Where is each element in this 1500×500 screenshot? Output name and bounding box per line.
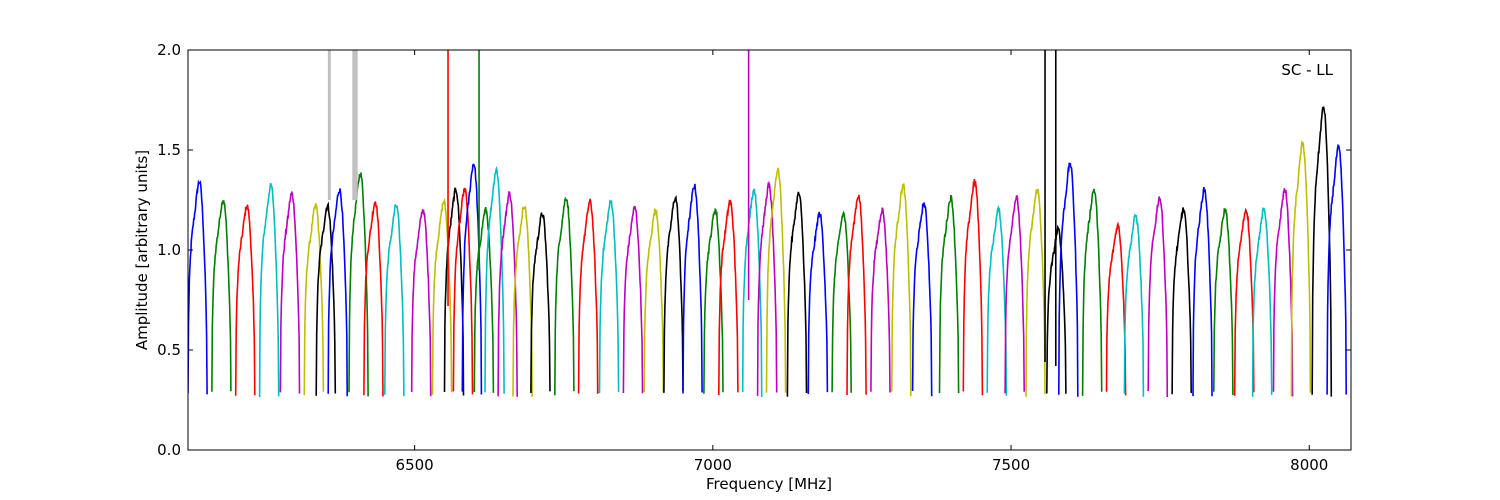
channel-series-40 xyxy=(938,194,960,394)
channel-series-16 xyxy=(473,206,495,393)
channel-series-6 xyxy=(315,201,337,396)
x-tick-label: 8000 xyxy=(1290,456,1328,474)
channel-series-2 xyxy=(234,204,256,396)
channel-series-35 xyxy=(831,210,852,393)
channel-series-42 xyxy=(986,204,1008,396)
channel-series-37 xyxy=(870,207,891,393)
channel-series-8 xyxy=(348,172,369,397)
channel-series-43 xyxy=(1004,195,1025,394)
y-tick-label: 0.5 xyxy=(157,341,181,359)
channel-series-36 xyxy=(846,194,867,396)
channel-series-55 xyxy=(1251,206,1273,397)
channel-series-56 xyxy=(1272,188,1294,397)
channel-series-18 xyxy=(497,190,518,397)
channel-series-24 xyxy=(622,205,644,394)
channel-series-51 xyxy=(1171,207,1192,395)
channel-series-59 xyxy=(1326,144,1347,395)
series-layer xyxy=(188,105,1347,398)
y-tick-label: 0.0 xyxy=(157,441,181,459)
channel-series-21 xyxy=(554,196,575,396)
channel-series-41 xyxy=(962,178,984,396)
channel-series-19 xyxy=(512,206,533,397)
x-tick-label: 7000 xyxy=(694,456,732,474)
channel-series-23 xyxy=(598,199,620,394)
channel-series-11 xyxy=(410,209,432,397)
channel-series-47 xyxy=(1081,188,1103,396)
channel-series-33 xyxy=(786,191,808,397)
channel-series-14 xyxy=(452,187,474,395)
channel-series-31 xyxy=(756,180,778,396)
channel-series-3 xyxy=(258,182,280,398)
channel-series-57 xyxy=(1290,139,1312,397)
y-tick-label: 1.5 xyxy=(157,141,181,159)
channel-series-38 xyxy=(891,182,912,397)
corner-annotation: SC - LL xyxy=(1281,61,1333,79)
channel-series-34 xyxy=(807,211,829,395)
channel-series-30 xyxy=(741,188,763,397)
y-tick-label: 2.0 xyxy=(157,41,181,59)
channel-series-10 xyxy=(384,204,405,397)
channel-series-49 xyxy=(1123,213,1145,397)
channel-series-7 xyxy=(327,188,348,397)
channel-series-0 xyxy=(188,179,208,395)
y-axis-label: Amplitude [arbitrary units] xyxy=(133,150,151,350)
channel-series-20 xyxy=(530,212,551,394)
channel-series-25 xyxy=(643,208,665,393)
y-tick-label: 1.0 xyxy=(157,241,181,259)
channel-series-32 xyxy=(765,167,787,393)
channel-series-50 xyxy=(1147,196,1169,398)
channel-series-58 xyxy=(1311,105,1333,397)
channel-series-53 xyxy=(1213,208,1234,396)
channel-series-46 xyxy=(1058,162,1079,397)
spike-layer xyxy=(327,50,1057,366)
channel-series-1 xyxy=(211,200,232,392)
channel-series-26 xyxy=(663,194,684,393)
channel-series-39 xyxy=(911,202,933,397)
channel-series-27 xyxy=(682,183,703,394)
channel-series-17 xyxy=(484,165,505,394)
x-tick-label: 7500 xyxy=(992,456,1030,474)
channel-series-29 xyxy=(718,199,739,396)
channel-series-54 xyxy=(1233,207,1255,396)
channel-series-9 xyxy=(363,200,384,397)
channel-series-52 xyxy=(1192,186,1213,397)
channel-series-4 xyxy=(279,190,301,394)
channel-series-22 xyxy=(577,198,599,394)
tick-layer: 6500 7000 7500 8000 0.0 0.5 1.0 1.5 2.0 xyxy=(157,41,1351,474)
x-axis-label: Frequency [MHz] xyxy=(706,475,832,493)
channel-series-44 xyxy=(1025,188,1046,397)
channel-series-28 xyxy=(703,207,724,394)
channel-series-48 xyxy=(1105,221,1127,396)
x-tick-label: 6500 xyxy=(396,456,434,474)
